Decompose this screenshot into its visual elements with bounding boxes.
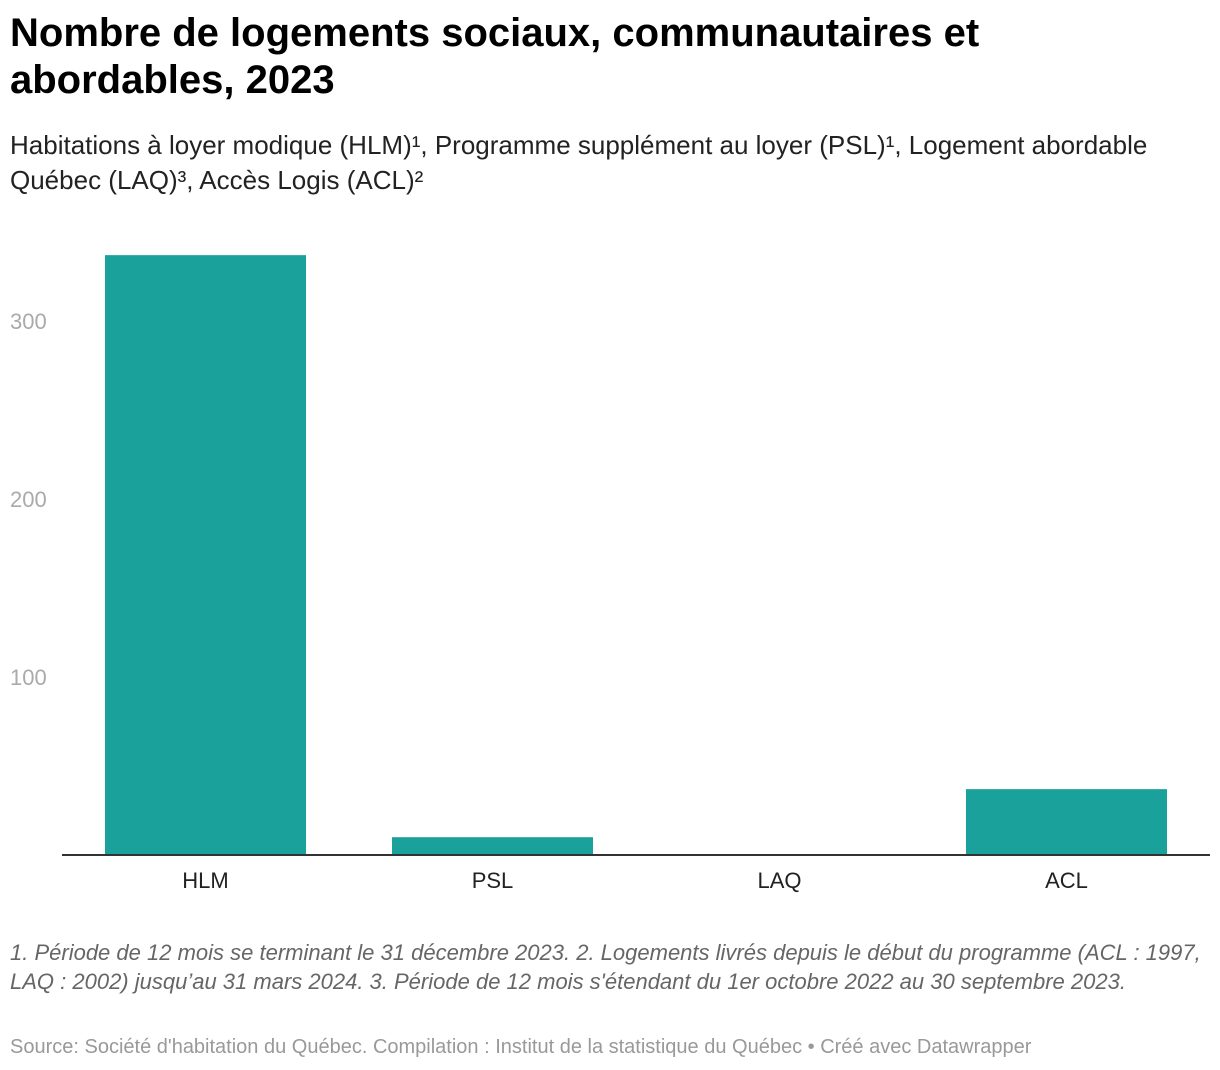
bar-hlm — [105, 255, 306, 855]
x-axis-labels: HLM PSL LAQ ACL — [182, 868, 1088, 893]
chart-source: Source: Société d'habitation du Québec. … — [10, 1036, 1032, 1058]
y-tick-label: 100 — [10, 665, 47, 690]
chart-notes: 1. Période de 12 mois se terminant le 31… — [10, 940, 1201, 994]
y-tick-label: 200 — [10, 487, 47, 512]
chart-title: Nombre de logements sociaux, communautai… — [10, 11, 980, 102]
bar-chart: 100 200 300 HLM PSL LAQ ACL — [10, 255, 1210, 893]
bars — [105, 255, 1167, 855]
bar-psl — [392, 837, 593, 855]
y-axis-ticks: 100 200 300 — [10, 309, 47, 690]
x-tick-label-psl: PSL — [472, 868, 514, 893]
x-tick-label-laq: LAQ — [757, 868, 801, 893]
bar-acl — [966, 789, 1167, 855]
y-tick-label: 300 — [10, 309, 47, 334]
x-tick-label-hlm: HLM — [182, 868, 228, 893]
x-tick-label-acl: ACL — [1045, 868, 1088, 893]
chart-subtitle: Habitations à loyer modique (HLM)¹, Prog… — [10, 130, 1148, 195]
